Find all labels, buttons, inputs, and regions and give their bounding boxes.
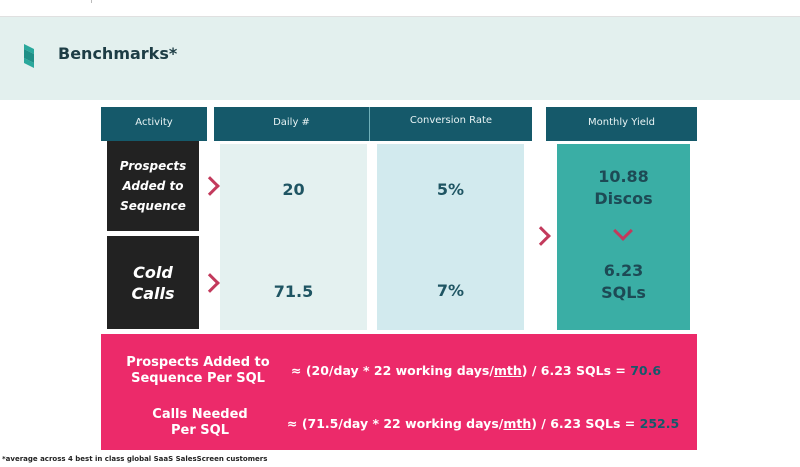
column-divider — [369, 107, 370, 141]
daily-panel — [220, 144, 367, 330]
chevron-right-icon — [531, 226, 551, 246]
formula-text: ≈ (20/day * 22 working days/ — [291, 363, 494, 378]
page-title: Benchmarks* — [58, 44, 178, 63]
footnote: *average across 4 best in class global S… — [2, 455, 268, 463]
daily-value-prospects: 20 — [282, 180, 305, 199]
activity-line: Added to — [122, 179, 184, 193]
activity-prospects: Prospects Added to Sequence — [107, 141, 199, 231]
daily-value-calls: 71.5 — [273, 282, 314, 301]
summary-panel — [101, 334, 697, 450]
formula-text: ) / 6.23 SQLs = — [521, 363, 631, 378]
conversion-value-calls: 7% — [436, 281, 465, 300]
salesscreen-logo-icon — [24, 44, 34, 68]
top-divider — [0, 16, 800, 17]
formula-text: ) / 6.23 SQLs = — [531, 416, 640, 431]
summary-result-calls: 252.5 — [639, 416, 680, 431]
yield-discos-label: Discos — [594, 189, 653, 208]
summary-label-prospects: Prospects Added to Sequence Per SQL — [116, 355, 280, 387]
column-header-activity: Activity — [101, 107, 207, 141]
yield-sqls-label: SQLs — [601, 283, 646, 302]
activity-line: Sequence — [120, 199, 186, 213]
column-header-daily: Daily # — [214, 107, 369, 141]
summary-label-calls: Calls Needed Per SQL — [136, 407, 264, 439]
yield-sqls-value: 6.23 — [603, 261, 644, 280]
summary-formula-calls: ≈ (71.5/day * 22 working days/mth) / 6.2… — [287, 416, 679, 431]
activity-line: Cold — [133, 262, 173, 282]
summary-label-line: Per SQL — [171, 423, 229, 438]
activity-cold-calls: Cold Calls — [107, 236, 199, 329]
activity-line: Prospects — [119, 159, 187, 173]
summary-label-line: Calls Needed — [152, 407, 248, 422]
chevron-right-icon — [200, 273, 220, 293]
top-tick — [91, 0, 92, 3]
formula-underlined: mth — [503, 416, 532, 431]
conversion-panel — [377, 144, 524, 330]
conversion-value-prospects: 5% — [436, 180, 465, 199]
summary-label-line: Prospects Added to — [126, 355, 270, 370]
column-header-yield: Monthly Yield — [546, 107, 697, 141]
summary-label-line: Sequence Per SQL — [131, 371, 265, 386]
yield-discos-value: 10.88 — [598, 167, 649, 186]
formula-text: ≈ (71.5/day * 22 working days/ — [287, 416, 504, 431]
yield-panel — [557, 144, 690, 330]
slide-header: Benchmarks* — [0, 17, 800, 100]
activity-line: Calls — [131, 283, 175, 303]
summary-result-prospects: 70.6 — [630, 363, 662, 378]
chevron-right-icon — [200, 176, 220, 196]
summary-formula-prospects: ≈ (20/day * 22 working days/mth) / 6.23 … — [291, 363, 661, 378]
column-header-conversion: Conversion Rate — [370, 107, 532, 141]
formula-underlined: mth — [493, 363, 522, 378]
